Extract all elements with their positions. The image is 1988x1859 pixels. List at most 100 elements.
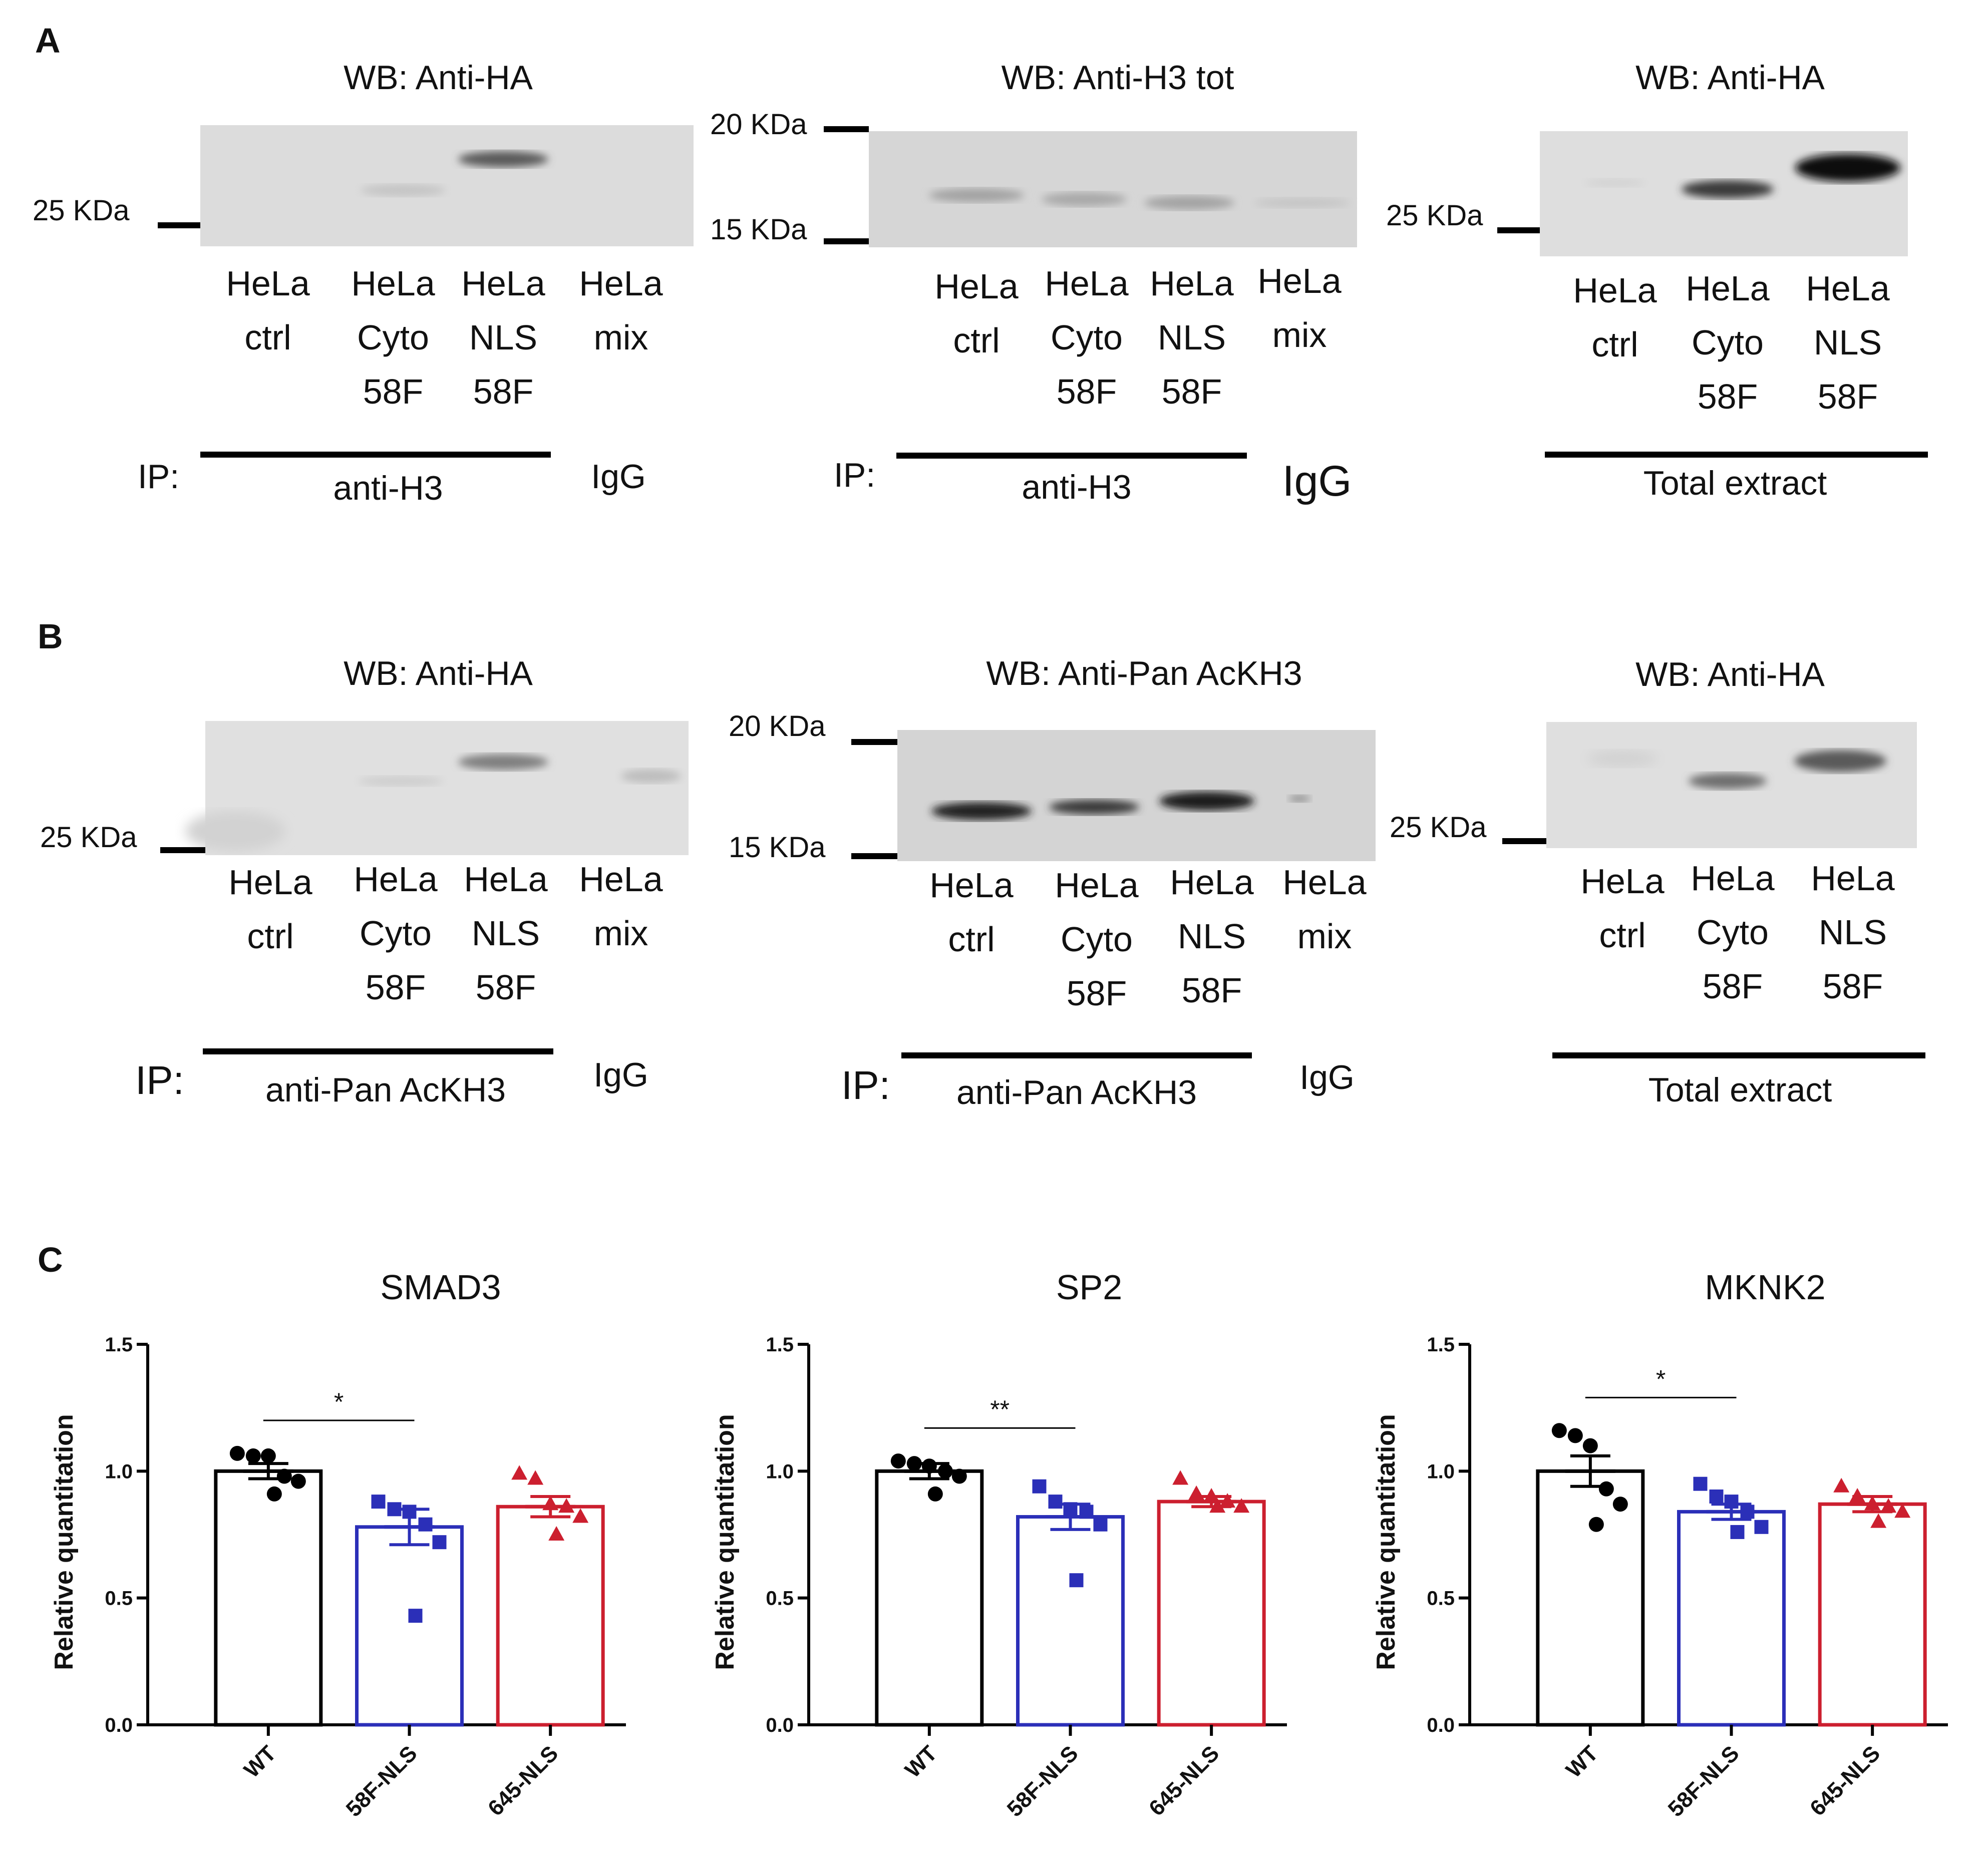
data-point bbox=[1864, 1496, 1881, 1511]
blot-title: WB: Anti-Pan AcKH3 bbox=[986, 654, 1302, 692]
blot-title: WB: Anti-HA bbox=[1635, 655, 1825, 693]
data-point bbox=[1032, 1479, 1047, 1494]
marker-label: 25 KDa bbox=[1390, 811, 1487, 844]
data-point bbox=[276, 1468, 292, 1484]
lane-label: 58F bbox=[1703, 967, 1763, 1006]
chart-title: MKNK2 bbox=[1705, 1268, 1825, 1307]
blot-a1: WB: Anti-HA 25 KDa HeLa ctrl HeLa Cyto 5… bbox=[33, 59, 694, 507]
data-point bbox=[1724, 1495, 1739, 1509]
blot-a2: WB: Anti-H3 tot 20 KDa 15 KDa HeLa ctrl … bbox=[710, 59, 1357, 506]
data-point bbox=[1219, 1493, 1236, 1508]
data-point bbox=[1567, 1428, 1583, 1443]
blot-b3: WB: Anti-HA 25 KDa HeLa ctrl HeLa Cyto 5… bbox=[1390, 655, 1925, 1109]
data-point bbox=[1754, 1520, 1769, 1534]
data-point bbox=[906, 1456, 922, 1471]
band bbox=[1254, 198, 1350, 208]
lane-label: NLS bbox=[1158, 318, 1226, 357]
lane-label: HeLa bbox=[1257, 261, 1341, 300]
lane-label: HeLa bbox=[1055, 866, 1138, 905]
band bbox=[1795, 154, 1900, 182]
lane-label: mix bbox=[594, 914, 648, 953]
lane-label: HeLa bbox=[464, 860, 547, 899]
ip-label: anti-H3 bbox=[333, 469, 443, 507]
data-point bbox=[527, 1470, 544, 1485]
lane-label: ctrl bbox=[244, 318, 291, 357]
data-point bbox=[1880, 1498, 1897, 1513]
ip-extra: IgG bbox=[593, 1056, 648, 1094]
blot-membrane bbox=[205, 721, 689, 855]
ip-extra: IgG bbox=[591, 458, 646, 496]
data-point bbox=[1709, 1490, 1724, 1504]
blot-title: WB: Anti-HA bbox=[344, 59, 533, 97]
significance-marker: ** bbox=[990, 1395, 1010, 1423]
band bbox=[1689, 773, 1767, 789]
marker-label: 20 KDa bbox=[729, 710, 826, 742]
lane-label: 58F bbox=[1162, 372, 1222, 411]
y-axis-label: Relative quantitation bbox=[711, 1414, 740, 1670]
data-point bbox=[890, 1453, 906, 1469]
band bbox=[1585, 179, 1645, 187]
lane-label: 58F bbox=[1182, 971, 1242, 1010]
blot-b2: WB: Anti-Pan AcKH3 20 KDa 15 KDa HeLa ct… bbox=[729, 654, 1376, 1111]
lane-label: Cyto bbox=[1692, 323, 1764, 362]
x-tick-label: 645-NLS bbox=[1144, 1741, 1224, 1820]
band bbox=[1288, 795, 1310, 802]
lane-label: HeLa bbox=[934, 267, 1018, 306]
y-tick-label: 1.0 bbox=[766, 1460, 794, 1482]
x-tick-label: WT bbox=[900, 1741, 942, 1782]
lane-label: HeLa bbox=[1811, 859, 1894, 898]
lane-label: HeLa bbox=[1150, 264, 1233, 303]
ip-prefix: IP: bbox=[834, 456, 875, 494]
data-point bbox=[1612, 1497, 1628, 1512]
ip-prefix: IP: bbox=[135, 1058, 184, 1102]
y-tick-label: 0.0 bbox=[766, 1714, 794, 1736]
chart-title: SP2 bbox=[1056, 1268, 1122, 1307]
panel-label-c: C bbox=[38, 1240, 63, 1279]
y-axis-label: Relative quantitation bbox=[1372, 1414, 1401, 1670]
data-point bbox=[229, 1445, 245, 1461]
lane-label: 58F bbox=[1057, 372, 1117, 411]
blot-a3: WB: Anti-HA 25 KDa HeLa ctrl HeLa Cyto 5… bbox=[1386, 59, 1928, 502]
lane-label: HeLa bbox=[461, 264, 545, 303]
bar-58f-nls bbox=[1016, 1515, 1125, 1727]
data-point bbox=[1598, 1481, 1614, 1497]
band bbox=[621, 769, 681, 783]
data-point bbox=[572, 1508, 589, 1523]
lane-label: mix bbox=[1297, 917, 1352, 956]
lane-label: HeLa bbox=[226, 264, 309, 303]
lane-label: Cyto bbox=[1061, 920, 1133, 959]
band bbox=[1794, 750, 1886, 772]
blot-title: WB: Anti-H3 tot bbox=[1002, 59, 1234, 97]
x-tick-label: 645-NLS bbox=[483, 1741, 563, 1820]
data-point bbox=[1203, 1488, 1220, 1503]
lane-label: HeLa bbox=[1686, 269, 1769, 308]
data-point bbox=[1209, 1498, 1226, 1513]
x-tick-label: 645-NLS bbox=[1805, 1741, 1885, 1820]
band bbox=[1144, 196, 1234, 210]
ip-label: Total extract bbox=[1648, 1071, 1832, 1109]
bar-wt bbox=[875, 1469, 984, 1727]
lane-label: 58F bbox=[366, 968, 426, 1007]
y-tick-label: 0.5 bbox=[766, 1588, 794, 1610]
lane-label: 58F bbox=[1698, 377, 1758, 416]
data-point bbox=[1233, 1498, 1250, 1513]
y-tick-label: 0.0 bbox=[1427, 1714, 1455, 1736]
data-point bbox=[542, 1496, 559, 1511]
data-point bbox=[387, 1502, 402, 1517]
lane-label: Cyto bbox=[360, 914, 432, 953]
band bbox=[929, 188, 1024, 202]
data-point bbox=[1093, 1517, 1108, 1532]
data-point bbox=[558, 1498, 575, 1513]
lane-label: HeLa bbox=[1045, 264, 1128, 303]
panel-label-a: A bbox=[35, 21, 61, 60]
bar-wt bbox=[214, 1469, 323, 1727]
marker-label: 15 KDa bbox=[710, 213, 807, 246]
data-point bbox=[1551, 1423, 1567, 1438]
data-point bbox=[548, 1526, 565, 1541]
data-point bbox=[266, 1486, 282, 1502]
marker-label: 15 KDa bbox=[729, 831, 826, 864]
ip-extra: IgG bbox=[1282, 457, 1352, 505]
data-point bbox=[1069, 1573, 1084, 1588]
x-tick-label: WT bbox=[1561, 1741, 1603, 1782]
